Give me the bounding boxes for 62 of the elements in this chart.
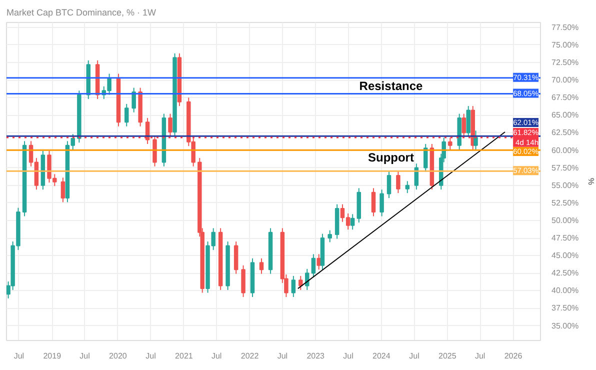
y-axis-title: % [586,178,596,186]
x-tick-label: 2024 [372,352,391,360]
y-tick-label: 67.50% [552,93,579,102]
y-tick-label: 37.50% [552,304,579,313]
candlestick [305,268,310,290]
candlestick [316,254,321,270]
y-tick-label: 70.00% [552,76,579,85]
candlestick [466,106,470,138]
candlestick [132,87,136,113]
x-tick-label: Jul [146,352,156,360]
candlestick [124,103,129,127]
y-tick-label: 75.00% [552,40,579,50]
x-tick-label: Jul [14,352,24,360]
y-tick-label: 77.50% [552,22,579,32]
x-tick-label: 2025 [438,352,457,360]
y-tick-label: 45.00% [552,251,579,260]
candlestick [328,230,332,243]
annotation: Support [368,150,414,165]
candlestick [259,258,264,274]
candlestick [298,275,303,290]
annotation: Resistance [359,79,423,94]
candlestick [380,189,384,217]
y-tick-label: 47.50% [552,234,579,243]
candlestick [462,113,466,138]
candlestick [350,214,355,230]
candlestick [168,113,172,137]
x-tick-label: 2020 [109,352,128,360]
candlestick [371,188,376,217]
candlestick [405,180,410,194]
x-tick-label: Jul [211,352,222,360]
y-tick-label: 42.50% [552,268,579,278]
x-tick-label: 2022 [240,352,260,360]
x-tick-label: Jul [343,352,354,360]
x-tick-label: 2023 [306,352,326,360]
x-tick-label: Jul [80,352,90,360]
x-tick-label: Jul [409,352,420,360]
candlestick [386,170,392,198]
candlestick [311,254,316,278]
candlestick [241,264,246,298]
y-tick-label: 57.50% [552,163,579,172]
x-tick-label: 2019 [43,352,62,360]
chart-title: Market Cap BTC Dominance, % · 1W [6,8,157,18]
y-tick-label: 65.00% [552,110,579,120]
candlestick [60,177,66,203]
x-tick-label: 2021 [175,352,194,360]
x-tick-label: 2026 [504,352,523,360]
candlestick [234,241,238,274]
y-tick-label: 72.50% [552,58,579,68]
x-tick-label: Jul [277,352,288,360]
candlestick [152,135,157,167]
y-tick-label: 62.50% [552,128,579,138]
y-tick-label: 40.00% [552,286,579,296]
y-tick-label: 60.00% [552,146,579,155]
candlestick [291,275,296,298]
y-tick-label: 52.50% [552,198,579,208]
x-tick-label: Jul [474,352,486,360]
candlestick [396,170,400,194]
y-tick-label: 35.00% [552,321,579,330]
candlestick [474,130,478,150]
y-tick-label: 50.00% [552,216,579,225]
candlestick [448,137,452,150]
y-tick-label: 55.00% [552,180,579,190]
